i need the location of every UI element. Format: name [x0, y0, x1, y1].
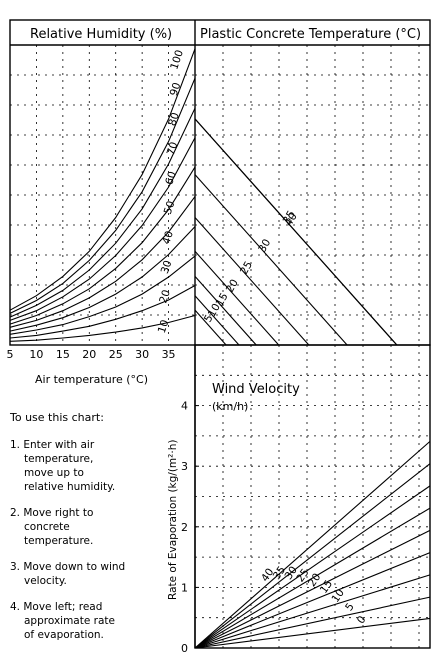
wind-velocity-line [194, 552, 431, 649]
wind-velocity-line [194, 529, 431, 649]
instruction-line: temperature, [24, 453, 93, 465]
concrete-temp-label: 10 [206, 302, 223, 320]
instruction-line: relative humidity. [24, 481, 115, 493]
instruction-line: 1. Enter with air [10, 439, 95, 451]
wind-velocity-line [194, 440, 431, 649]
concrete-temp-label: 40 [283, 211, 300, 229]
humidity-curve-label: 40 [160, 229, 176, 245]
wind-velocity-title: Wind Velocity [212, 382, 300, 397]
x-tick-label: 20 [82, 348, 96, 361]
concrete-temp-line [194, 276, 257, 346]
x-tick-label: 10 [29, 348, 43, 361]
humidity-curve-label: 30 [159, 259, 175, 275]
humidity-curve [9, 255, 196, 335]
y-tick-label: 1 [181, 581, 188, 594]
concrete-temp-title: Plastic Concrete Temperature (°C) [200, 27, 421, 42]
y-tick-label: 0 [181, 642, 188, 655]
instruction-line: velocity. [24, 575, 67, 587]
humidity-curve [9, 48, 196, 311]
wind-velocity-unit: (km/h) [212, 400, 248, 413]
y-tick-label: 3 [181, 460, 188, 473]
humidity-curve-label: 90 [168, 81, 184, 97]
concrete-temp-label: 25 [238, 259, 255, 277]
humidity-curve [9, 77, 196, 314]
humidity-curve [9, 226, 196, 332]
x-tick-label: 30 [135, 348, 149, 361]
concrete-temp-label: 35 [281, 209, 298, 227]
humidity-curve [9, 166, 196, 325]
concrete-temp-line [194, 250, 280, 346]
concrete-temp-line [194, 309, 227, 346]
y-axis-label: Rate of Evaporation (kg/(m²·h) [167, 440, 179, 600]
humidity-curve-label: 80 [166, 111, 182, 127]
instruction-line: 3. Move down to wind [10, 561, 125, 573]
x-tick-label: 35 [162, 348, 176, 361]
instruction-line: move up to [24, 467, 84, 479]
concrete-temp-line [194, 118, 398, 346]
x-tick-label: 15 [56, 348, 70, 361]
instruction-line: temperature. [24, 535, 93, 547]
humidity-curve-label: 60 [163, 170, 179, 186]
concrete-temp-label: 20 [224, 277, 241, 295]
y-tick-label: 2 [181, 521, 188, 534]
x-axis-label: Air temperature (°C) [35, 373, 148, 386]
humidity-curve [9, 107, 196, 318]
wind-velocity-line [194, 617, 431, 649]
instruction-line: 4. Move left; read [10, 601, 102, 613]
concrete-temp-label: 5 [202, 313, 216, 325]
humidity-title: Relative Humidity (%) [30, 27, 172, 42]
humidity-curve [9, 314, 196, 342]
humidity-curve-label: 20 [157, 288, 173, 304]
concrete-temp-line [194, 174, 348, 346]
wind-velocity-label: 0 [355, 614, 369, 626]
instruction-line: approximate rate [24, 615, 115, 627]
humidity-curve-label: 50 [162, 199, 178, 215]
x-tick-label: 5 [7, 348, 14, 361]
instruction-line: 2. Move right to [10, 507, 93, 519]
instructions-heading: To use this chart: [9, 411, 104, 424]
instruction-line: of evaporation. [24, 629, 104, 641]
concrete-temp-line [194, 295, 240, 346]
wind-velocity-line [194, 507, 431, 649]
y-tick-label: 4 [181, 400, 188, 413]
wind-velocity-line [194, 574, 431, 649]
humidity-curve-label: 10 [156, 318, 172, 334]
wind-velocity-label: 5 [343, 601, 357, 613]
humidity-curve [9, 196, 196, 328]
humidity-curve [9, 137, 196, 321]
instructions: To use this chart: 1. Enter with air temp… [9, 411, 125, 641]
humidity-curve [9, 285, 196, 339]
concrete-temp-label: 15 [214, 291, 231, 309]
x-tick-label: 25 [109, 348, 123, 361]
humidity-curve-label: 100 [168, 48, 186, 71]
wind-velocity-line [194, 485, 431, 649]
concrete-temp-line [194, 217, 310, 346]
instruction-line: concrete [24, 521, 70, 533]
humidity-curve-label: 70 [165, 141, 181, 157]
wind-velocity-label: 10 [329, 587, 347, 605]
wind-velocity-line [194, 596, 431, 649]
wind-velocity-line [194, 463, 431, 649]
concrete-temp-label: 30 [256, 237, 273, 255]
